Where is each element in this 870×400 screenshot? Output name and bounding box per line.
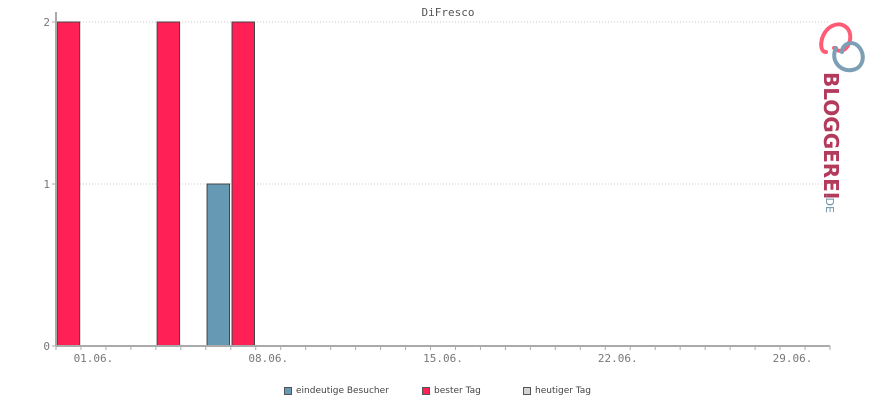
y-tick-label: 0 (43, 340, 50, 353)
logo-text: BLOGGEREI (819, 72, 843, 199)
bar-best-day (56, 21, 81, 347)
bloggerei-logo: BLOGGEREI .DE (819, 22, 865, 213)
x-tick-label: 15.06. (423, 352, 463, 365)
x-tick-labels: 01.06. 08.06. 15.06. 22.06. 29.06. (74, 352, 813, 365)
y-tick-label: 2 (43, 16, 50, 29)
legend-swatch-today (523, 387, 531, 395)
bar-best-day (231, 21, 255, 347)
bar-best-day (156, 21, 181, 347)
legend-label: heutiger Tag (535, 386, 592, 396)
legend: eindeutige Besucher bester Tag heutiger … (0, 384, 870, 400)
x-tick-label: 29.06. (773, 352, 813, 365)
logo-suffix-text: .DE (823, 194, 836, 213)
legend-item-best-day: bester Tag (422, 384, 481, 398)
y-tick-labels: 0 1 2 (43, 16, 56, 353)
chart-title: DiFresco (422, 6, 475, 19)
bar-unique-visitors (206, 183, 231, 347)
legend-item-unique-visitors: eindeutige Besucher (284, 384, 389, 398)
x-tick-label: 22.06. (598, 352, 638, 365)
legend-swatch-unique-visitors (284, 387, 292, 395)
x-tick-label: 01.06. (74, 352, 114, 365)
legend-label: eindeutige Besucher (296, 386, 389, 396)
y-tick-label: 1 (43, 178, 50, 191)
x-tick-label: 08.06. (248, 352, 288, 365)
legend-item-today: heutiger Tag (523, 384, 591, 398)
x-minor-ticks (55, 346, 831, 350)
legend-swatch-best-day (422, 387, 430, 395)
legend-label: bester Tag (434, 386, 481, 396)
logo-mark-icon (819, 22, 865, 73)
gridlines (56, 21, 830, 185)
